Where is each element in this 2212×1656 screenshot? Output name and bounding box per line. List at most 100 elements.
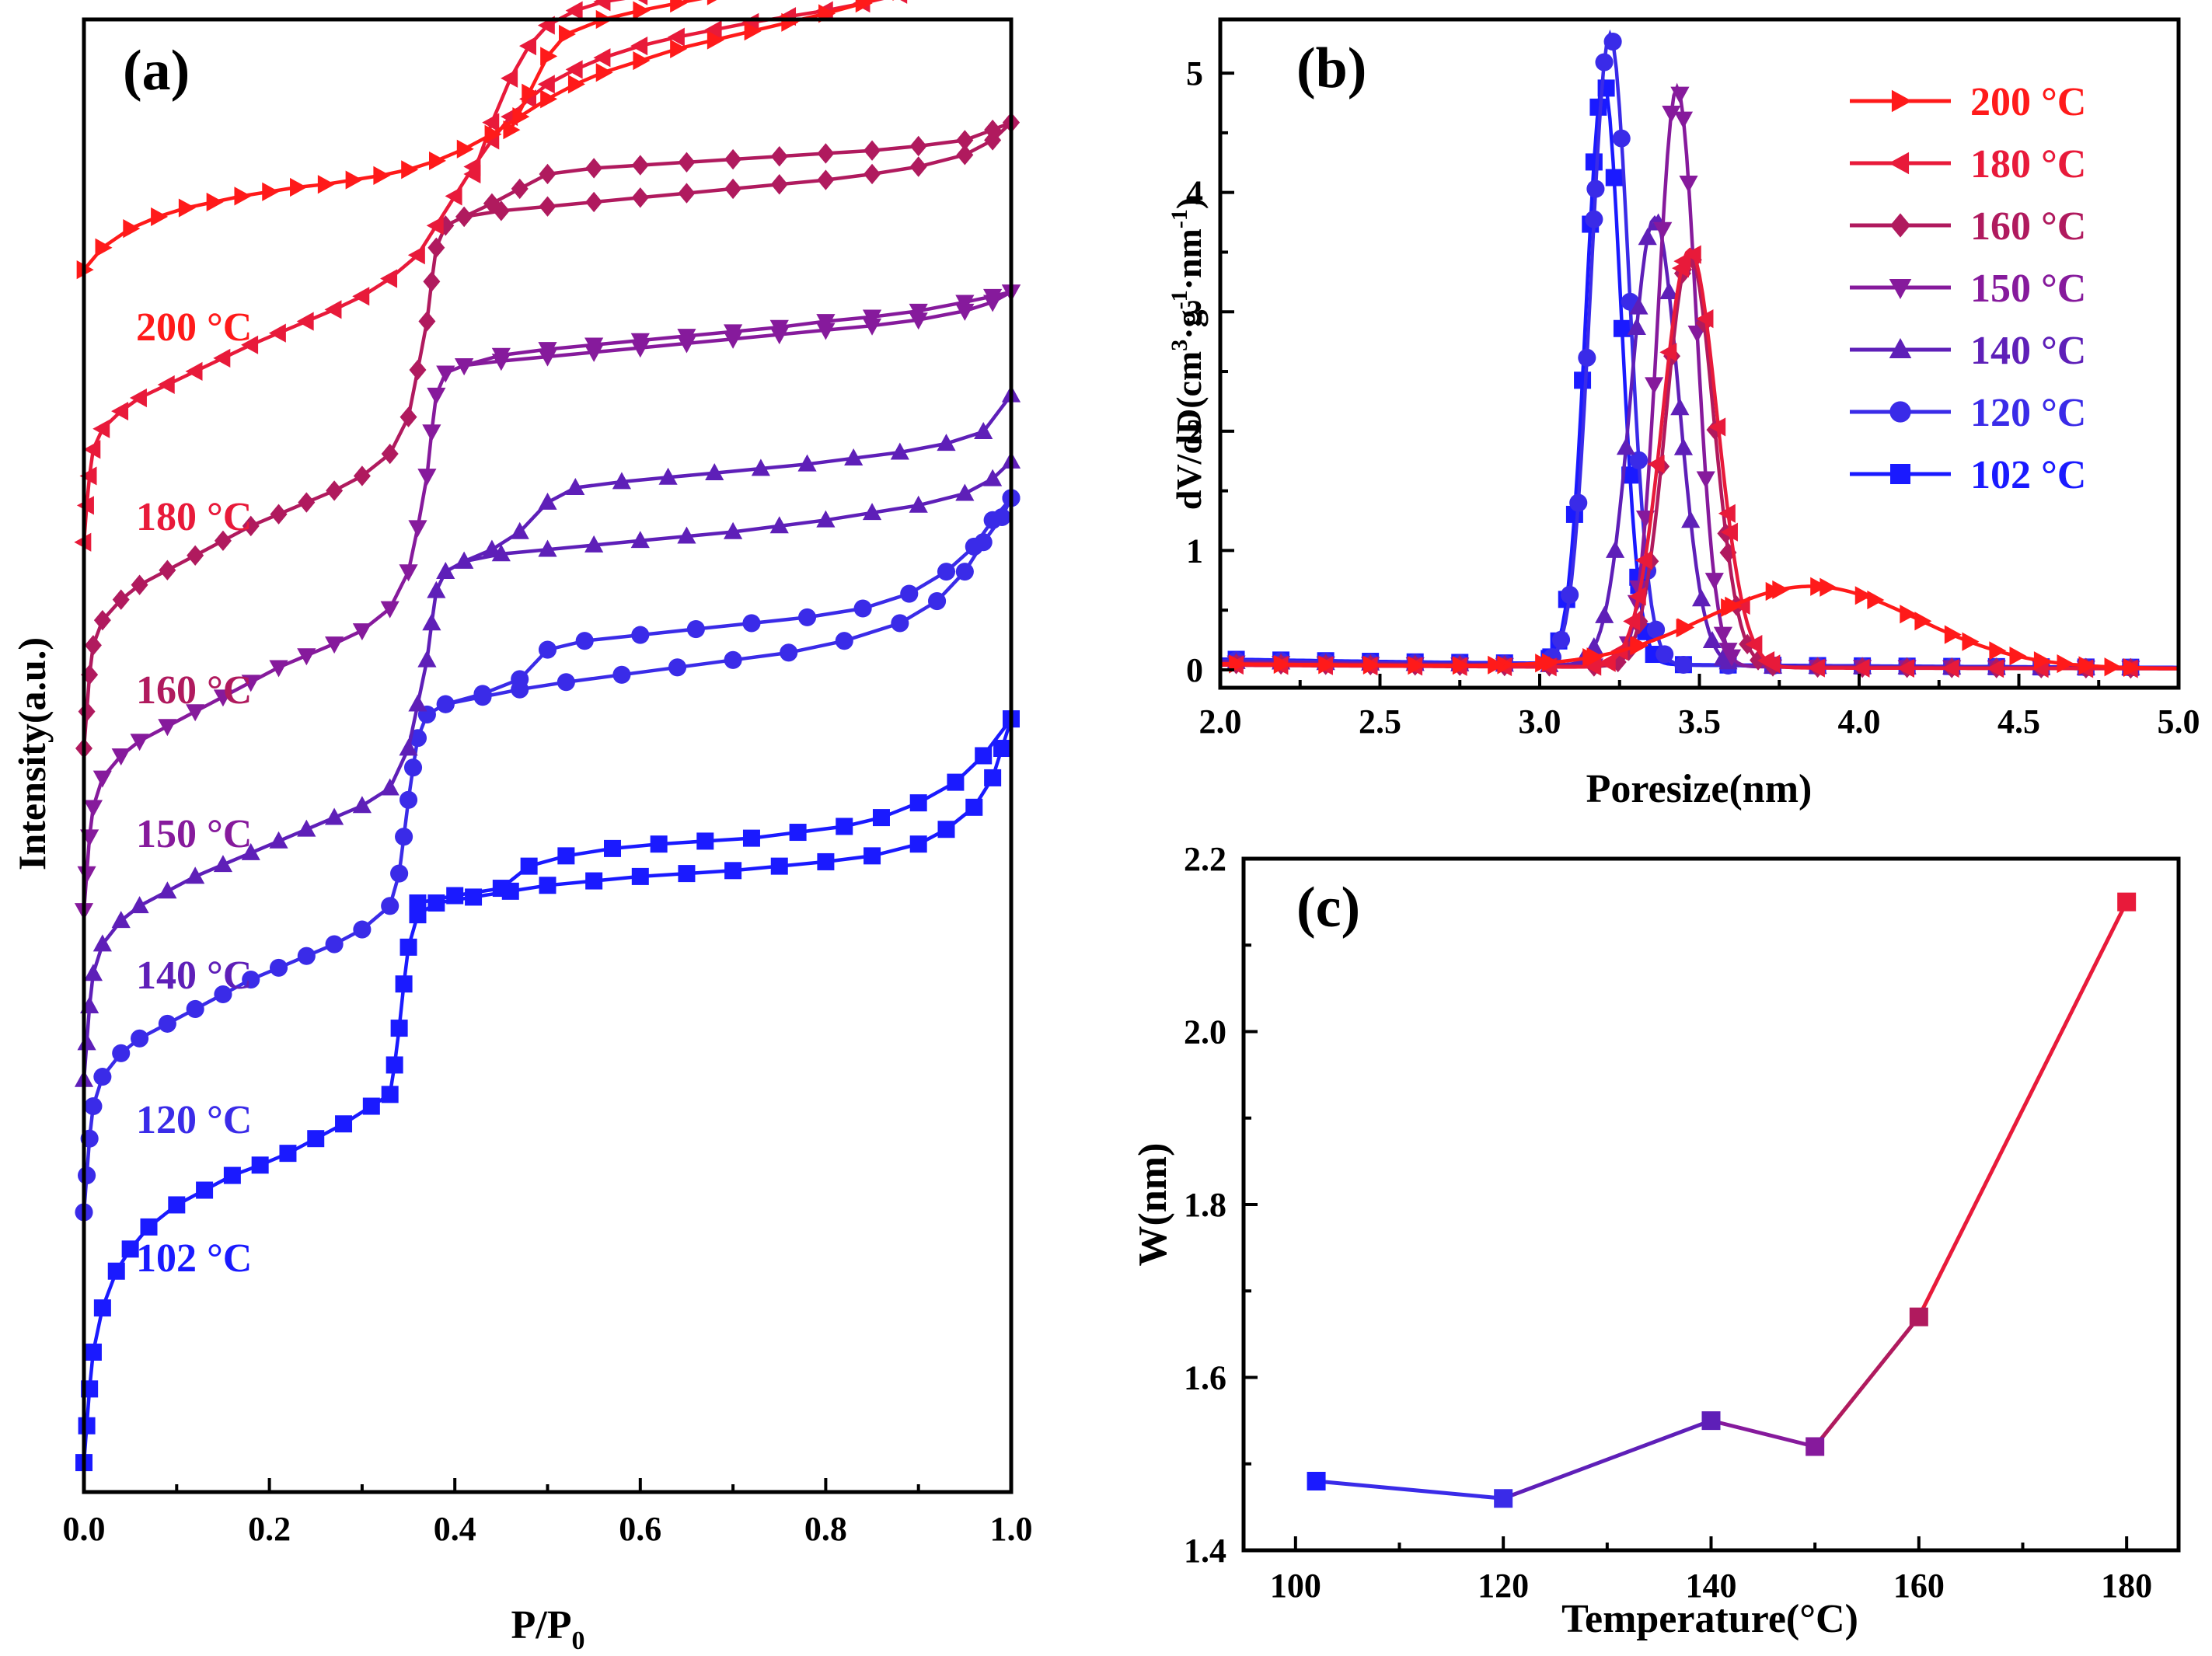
desorption-point bbox=[518, 37, 536, 56]
adsorption-point bbox=[426, 216, 444, 235]
adsorption-point bbox=[242, 515, 260, 537]
adsorption-point bbox=[270, 504, 288, 525]
adsorption-point bbox=[427, 894, 445, 912]
adsorption-point bbox=[780, 643, 798, 662]
adsorption-point bbox=[670, 39, 688, 58]
adsorption-point bbox=[93, 1068, 112, 1086]
adsorption-point bbox=[399, 790, 418, 809]
adsorption-point bbox=[123, 218, 141, 239]
adsorption-point bbox=[630, 531, 650, 549]
desorption-point bbox=[630, 333, 650, 350]
desorption-point bbox=[633, 1, 651, 20]
x-tick-label: 3.0 bbox=[1519, 702, 1561, 741]
adsorption-point bbox=[307, 1130, 325, 1148]
x-tick-label: 120 bbox=[1478, 1567, 1529, 1605]
adsorption-point bbox=[84, 635, 102, 656]
adsorption-point bbox=[417, 469, 437, 486]
desorption-point bbox=[724, 148, 742, 170]
adsorption-point bbox=[984, 769, 1002, 786]
adsorption-point bbox=[186, 999, 204, 1018]
adsorption-point bbox=[269, 660, 288, 678]
psd-point bbox=[1273, 654, 1291, 675]
psd-point bbox=[2123, 657, 2140, 678]
psd-point bbox=[1584, 657, 1602, 676]
adsorption-point bbox=[539, 196, 556, 217]
psd-point bbox=[1561, 585, 1579, 605]
desorption-point bbox=[631, 626, 650, 644]
desorption-point bbox=[565, 1, 583, 20]
adsorption-point bbox=[724, 521, 743, 539]
y-tick-label: 2 bbox=[1186, 413, 1203, 451]
desorption-point bbox=[707, 0, 717, 5]
adsorption-point bbox=[585, 191, 603, 213]
desorption-point bbox=[742, 614, 761, 633]
desorption-point bbox=[909, 794, 927, 812]
psd-point bbox=[1569, 493, 1588, 512]
isotherm-1 bbox=[75, 489, 1021, 1222]
isotherm-2 bbox=[74, 385, 1021, 1087]
adsorption-point bbox=[436, 561, 455, 579]
adsorption-point bbox=[241, 842, 260, 860]
panel-a-x-ticks: 0.0 0.2 0.4 0.6 0.8 1.0 bbox=[63, 1478, 1033, 1548]
width-line-segment bbox=[1502, 1418, 1712, 1501]
adsorption-point bbox=[381, 443, 399, 465]
desorption-point bbox=[705, 463, 724, 481]
adsorption-point bbox=[111, 748, 131, 766]
adsorption-point bbox=[241, 675, 260, 692]
adsorption-point bbox=[862, 318, 882, 336]
psd-point bbox=[1647, 620, 1666, 639]
panel-a-curve-labels: 200 °C 180 °C 160 °C 150 °C 140 °C 120 °C 102 … bbox=[136, 305, 252, 1281]
desorption-point bbox=[612, 472, 632, 490]
adsorption-point bbox=[417, 650, 437, 668]
psd-point bbox=[1897, 658, 1914, 678]
adsorption-point bbox=[817, 169, 835, 190]
desorption-point bbox=[864, 140, 881, 161]
panel-b-title: (b) bbox=[1296, 37, 1366, 100]
psd-point bbox=[1595, 605, 1614, 623]
psd-point bbox=[1645, 377, 1664, 395]
psd-point bbox=[2104, 657, 2122, 677]
desorption-point bbox=[984, 119, 1002, 141]
panel-c-width-vs-temperature: 100 120 140 160 180 1.4 1.6 1.8 2.0 2.2 (c) Tempe… bbox=[1131, 840, 2181, 1641]
adsorption-point bbox=[390, 864, 409, 883]
adsorption-point bbox=[185, 361, 203, 382]
adsorption-point bbox=[83, 440, 101, 459]
psd-point bbox=[1627, 318, 1646, 336]
adsorption-point bbox=[409, 359, 427, 381]
desorption-point bbox=[937, 563, 956, 581]
desorption-point bbox=[585, 158, 603, 179]
desorption-point bbox=[650, 835, 668, 853]
adsorption-point bbox=[151, 207, 169, 227]
adsorption-point bbox=[401, 160, 419, 180]
desorption-point bbox=[539, 163, 556, 185]
psd-point bbox=[1586, 180, 1605, 198]
adsorption-point bbox=[326, 480, 344, 501]
legend-label: 180 °C bbox=[1970, 142, 2086, 187]
adsorption-point bbox=[667, 27, 685, 47]
adsorption-point bbox=[565, 60, 583, 79]
psd-point bbox=[1673, 438, 1694, 455]
desorption-point bbox=[956, 130, 974, 151]
desorption-point bbox=[770, 146, 788, 167]
adsorption-point bbox=[862, 503, 882, 521]
adsorption-point bbox=[538, 539, 557, 557]
adsorption-point bbox=[465, 888, 483, 906]
desorption-point bbox=[751, 458, 770, 476]
adsorption-point bbox=[595, 63, 613, 82]
adsorption-point bbox=[955, 303, 975, 321]
psd-point bbox=[1362, 655, 1380, 675]
adsorption-point bbox=[612, 665, 631, 684]
psd-point bbox=[1488, 655, 1505, 675]
adsorption-point bbox=[129, 388, 147, 408]
adsorption-point bbox=[724, 178, 742, 200]
width-line-segment bbox=[1917, 901, 2129, 1318]
adsorption-point bbox=[631, 187, 649, 208]
psd-point bbox=[1574, 371, 1592, 389]
adsorption-point bbox=[436, 365, 455, 383]
desorption-point bbox=[853, 599, 872, 618]
psd-point bbox=[1659, 343, 1677, 362]
desorption-point bbox=[947, 773, 965, 791]
desorption-point bbox=[724, 324, 743, 342]
adsorption-point bbox=[537, 75, 555, 94]
panel-a-title: (a) bbox=[123, 39, 190, 103]
